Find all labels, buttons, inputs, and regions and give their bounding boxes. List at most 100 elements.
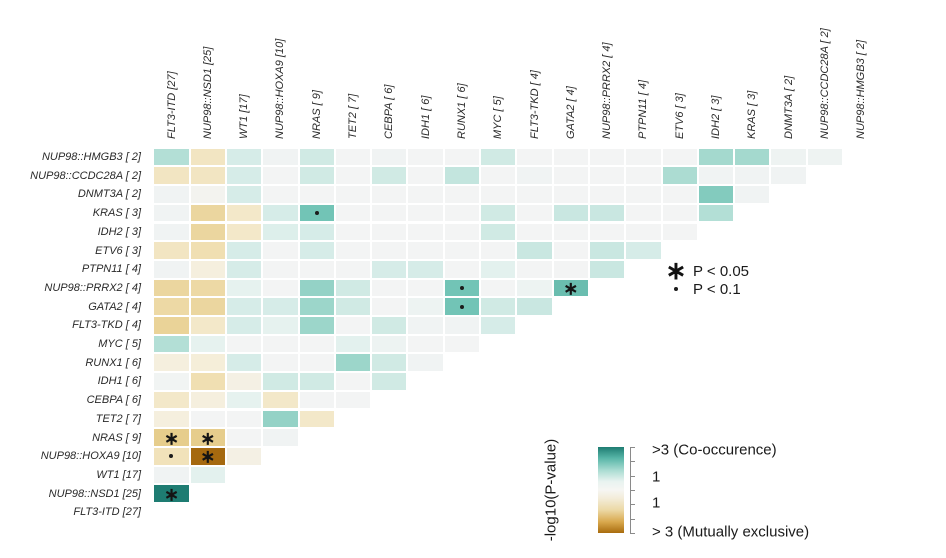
matrix-cell xyxy=(625,147,662,167)
matrix-cell xyxy=(552,259,589,279)
matrix-cell xyxy=(661,203,698,223)
matrix-cell xyxy=(298,222,335,242)
matrix-cell xyxy=(334,203,372,223)
matrix-cell xyxy=(298,203,335,223)
legend-label-p005: P < 0.05 xyxy=(693,262,750,280)
matrix-cell xyxy=(480,259,517,279)
matrix-cell xyxy=(371,241,408,260)
matrix-cell xyxy=(225,390,263,410)
matrix-cell xyxy=(516,147,553,167)
matrix-cell xyxy=(262,428,299,447)
matrix-cell xyxy=(443,185,481,204)
matrix-cell xyxy=(153,409,190,429)
colorbar-tick xyxy=(630,518,635,520)
colorbar-label-bottom: > 3 (Mutually exclusive) xyxy=(652,523,810,541)
column-label: RUNX1 [ 6] xyxy=(455,83,468,139)
matrix-cell xyxy=(552,147,589,167)
matrix-cell xyxy=(516,297,553,316)
matrix-cell xyxy=(298,259,335,279)
matrix-cell xyxy=(262,203,299,223)
matrix-cell xyxy=(225,203,263,223)
matrix-cell xyxy=(625,222,662,242)
matrix-cell xyxy=(588,166,626,186)
matrix-cell xyxy=(153,278,190,298)
row-label: NUP98::CCDC28A [ 2] xyxy=(30,169,141,182)
row-label: NUP98::HMGB3 [ 2] xyxy=(41,151,141,164)
matrix-cell xyxy=(225,334,263,354)
matrix-cell xyxy=(334,353,372,373)
matrix-cell xyxy=(443,259,481,279)
matrix-cell xyxy=(552,185,589,204)
colorbar-label-upper-1: 1 xyxy=(652,468,661,486)
matrix-cell xyxy=(262,409,299,429)
matrix-cell xyxy=(371,185,408,204)
matrix-cell xyxy=(661,185,698,204)
matrix-cell xyxy=(625,241,662,260)
column-label: GATA2 [ 4] xyxy=(564,86,577,139)
matrix-cell: ∗ xyxy=(153,484,190,503)
matrix-cell xyxy=(480,147,517,167)
column-label: NUP98::HOXA9 [10] xyxy=(274,38,287,139)
matrix-cell xyxy=(334,334,372,354)
matrix-cell xyxy=(516,203,553,223)
matrix-cell xyxy=(480,166,517,186)
matrix-cell xyxy=(371,334,408,354)
matrix-cell xyxy=(298,316,335,335)
matrix-cell xyxy=(443,241,481,260)
row-label: TET2 [ 7] xyxy=(95,412,141,425)
matrix-cell xyxy=(334,297,372,316)
matrix-cell xyxy=(298,390,335,410)
matrix-cell: ∗ xyxy=(189,446,226,466)
matrix-cell xyxy=(371,259,408,279)
column-label: NUP98::HMGB3 [ 2] xyxy=(855,39,868,139)
matrix-cell xyxy=(407,316,444,335)
matrix-cell xyxy=(407,297,444,316)
matrix-cell xyxy=(371,353,408,373)
matrix-cell xyxy=(334,316,372,335)
row-label: CEBPA [ 6] xyxy=(86,394,141,407)
row-label: GATA2 [ 4] xyxy=(88,300,141,313)
matrix-cell xyxy=(443,316,481,335)
matrix-cell xyxy=(516,185,553,204)
matrix-cell xyxy=(298,166,335,186)
matrix-cell xyxy=(298,278,335,298)
matrix-cell xyxy=(225,222,263,242)
matrix-cell xyxy=(407,185,444,204)
matrix-cell xyxy=(225,166,263,186)
matrix-cell xyxy=(153,372,190,391)
colorbar-label-lower-1: 1 xyxy=(652,494,661,512)
matrix-cell xyxy=(516,222,553,242)
column-label: TET2 [ 7] xyxy=(347,93,359,139)
matrix-cell xyxy=(334,222,372,242)
matrix-cell xyxy=(734,147,771,167)
matrix-cell xyxy=(189,222,226,242)
matrix-cell xyxy=(189,147,226,167)
matrix-cell xyxy=(262,259,299,279)
column-label: NUP98::CCDC28A [ 2] xyxy=(818,28,831,139)
row-label: RUNX1 [ 6] xyxy=(85,356,141,369)
matrix-cell xyxy=(262,372,299,391)
matrix-cell xyxy=(697,203,735,223)
matrix-cell: ∗ xyxy=(552,278,589,297)
matrix-cell xyxy=(443,203,481,223)
matrix-cell xyxy=(189,278,226,298)
column-label: IDH1 [ 6] xyxy=(419,95,432,139)
dot-icon xyxy=(459,285,464,290)
matrix-cell xyxy=(225,259,263,279)
matrix-cell xyxy=(189,372,226,391)
matrix-cell xyxy=(588,147,626,167)
matrix-cell xyxy=(225,147,263,167)
asterisk-icon: ∗ xyxy=(665,256,687,285)
matrix-cell xyxy=(734,166,771,186)
colorbar-tick xyxy=(630,504,635,506)
matrix-cell xyxy=(262,334,299,354)
matrix-cell xyxy=(443,334,481,354)
colorbar-tick xyxy=(630,533,635,534)
matrix-cell xyxy=(298,241,335,260)
row-label: IDH2 [ 3] xyxy=(97,225,141,238)
matrix-cell xyxy=(298,147,335,167)
legend-item-p005: ∗ P < 0.05 xyxy=(662,258,750,283)
matrix-cell xyxy=(407,222,444,242)
matrix-cell xyxy=(625,203,662,223)
